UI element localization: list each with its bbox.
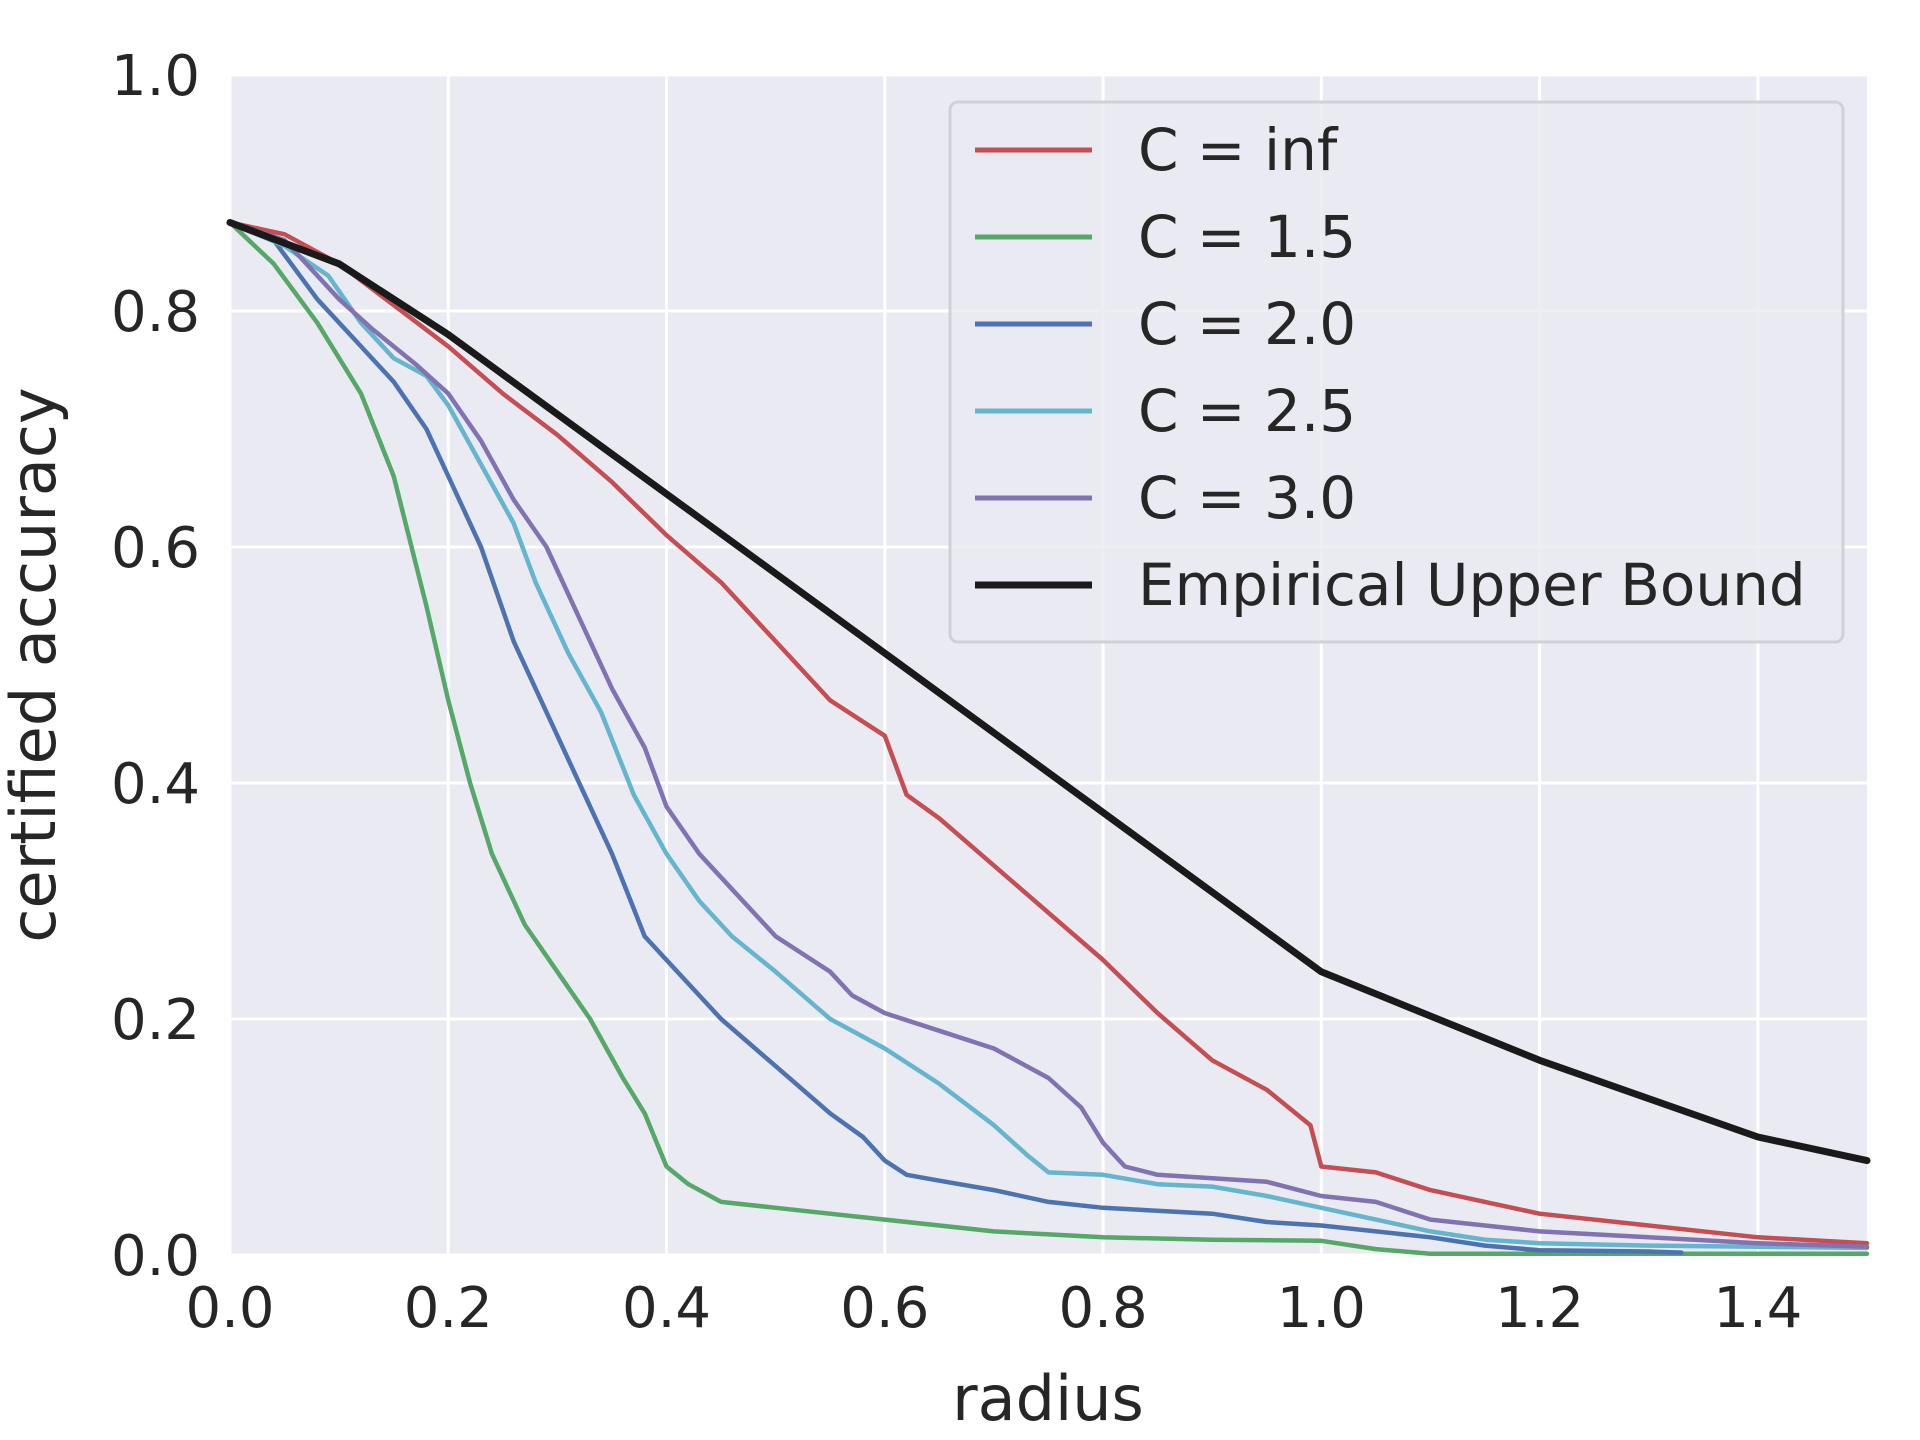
x-tick-label: 0.6 — [840, 1276, 929, 1341]
x-tick-label: 0.0 — [185, 1276, 274, 1341]
x-tick-label: 0.8 — [1059, 1276, 1148, 1341]
legend-label: C = 3.0 — [1138, 464, 1356, 532]
y-tick-label: 0.0 — [111, 1224, 200, 1289]
y-tick-label: 0.2 — [111, 988, 200, 1053]
x-tick-label: 1.4 — [1713, 1276, 1802, 1341]
ticks: 0.0 0.2 0.4 0.6 0.8 1.0 1.2 1.4 0.0 0.2 0.4 0.6 0.8 1… — [111, 44, 1802, 1341]
series-line-1 — [227, 220, 1870, 1257]
y-axis-label: certified accuracy — [0, 387, 70, 942]
y-tick-label: 0.8 — [111, 280, 200, 345]
series-line-5 — [226, 219, 1871, 1165]
x-axis-label: radius — [952, 1362, 1144, 1435]
series-line-4 — [227, 220, 1870, 1249]
series-line-0 — [227, 220, 1870, 1246]
y-tick-label: 0.4 — [111, 752, 200, 817]
legend-label: Empirical Upper Bound — [1138, 551, 1806, 619]
legend-label: C = 2.0 — [1138, 290, 1356, 358]
x-tick-label: 0.2 — [404, 1276, 493, 1341]
y-tick-label: 0.6 — [111, 516, 200, 581]
series-layer — [226, 219, 1871, 1257]
legend-label: C = inf — [1138, 116, 1339, 184]
x-tick-label: 0.4 — [622, 1276, 711, 1341]
legend: C = inf C = 1.5 C = 2.0 C = 2.5 C = 3.0 Empir… — [948, 100, 1845, 644]
x-tick-label: 1.2 — [1495, 1276, 1584, 1341]
y-tick-label: 1.0 — [111, 44, 200, 109]
series-line-3 — [227, 220, 1870, 1251]
x-tick-label: 1.0 — [1277, 1276, 1366, 1341]
legend-label: C = 2.5 — [1138, 377, 1356, 445]
series-line-2 — [227, 220, 1684, 1255]
legend-box — [948, 100, 1845, 644]
legend-label: C = 1.5 — [1138, 203, 1356, 271]
